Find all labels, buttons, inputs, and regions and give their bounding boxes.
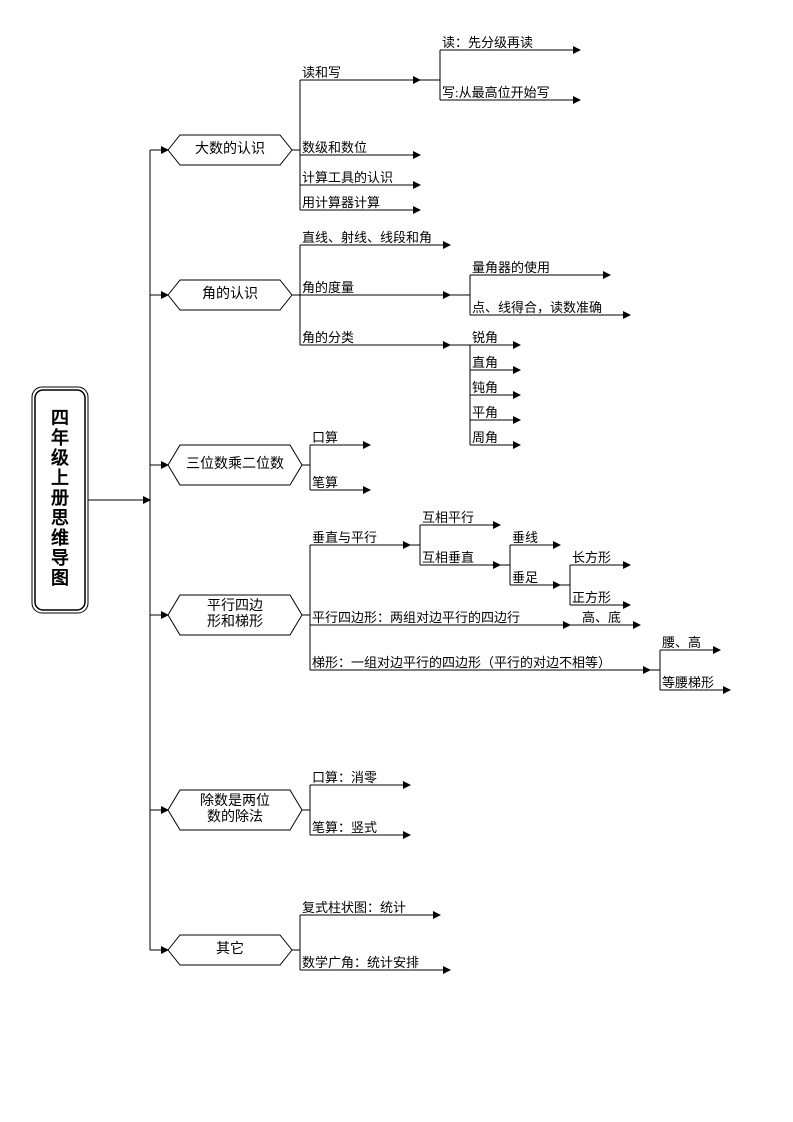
leaf-obtuse-label: 钝角 — [472, 380, 498, 395]
root-label: 维 — [51, 527, 69, 548]
root-label: 年 — [51, 427, 69, 448]
leaf-square-label: 正方形 — [572, 590, 611, 605]
root-label: 册 — [51, 488, 69, 508]
leaf-perp-line-label: 垂线 — [512, 530, 538, 545]
leaf-read-write-label: 读和写 — [302, 65, 341, 80]
node-angles-label: 角的认识 — [202, 286, 258, 302]
leaf-calculator-label: 用计算器计算 — [302, 195, 380, 210]
node-other-label: 其它 — [216, 940, 244, 957]
node-parallel-quad-label: 平行四边 — [207, 598, 263, 614]
leaf-point-line-label: 点、线得合，读数准确 — [472, 300, 602, 315]
leaf-acute-label: 锐角 — [472, 330, 498, 345]
root-label: 上 — [51, 468, 69, 488]
root-label: 图 — [51, 568, 69, 588]
leaf-trapezoid-label: 梯形：一组对边平行的四边形（平行的对边不相等） — [312, 655, 611, 670]
leaf-straight-label: 平角 — [472, 405, 498, 420]
root-label: 思 — [51, 508, 69, 528]
leaf-reflex-label: 周角 — [472, 430, 498, 445]
leaf-math-corner-label: 数学广角：统计安排 — [302, 955, 419, 970]
leaf-read-label: 读：先分级再读 — [442, 35, 533, 50]
leaf-right-label: 直角 — [472, 355, 498, 370]
leaf-angle-measure-label: 角的度量 — [302, 280, 354, 295]
node-multiply-label: 三位数乘二位数 — [186, 456, 284, 472]
node-big-numbers-label: 大数的认识 — [195, 141, 265, 157]
leaf-perp-foot-label: 垂足 — [512, 570, 538, 585]
root-label: 导 — [51, 548, 69, 568]
leaf-protractor-label: 量角器的使用 — [472, 260, 550, 275]
root-label: 四 — [51, 408, 69, 428]
leaf-mutual-parallel-label: 互相平行 — [422, 510, 474, 525]
leaf-digit-place-label: 数级和数位 — [302, 140, 367, 155]
leaf-perp-parallel-label: 垂直与平行 — [312, 530, 377, 545]
leaf-angle-class-label: 角的分类 — [302, 330, 354, 345]
leaf-mutual-perp-label: 互相垂直 — [422, 550, 474, 565]
leaf-height-base-label: 高、底 — [582, 610, 621, 625]
node-division-label: 数的除法 — [207, 809, 263, 825]
leaf-write-label: 写:从最高位开始写 — [442, 85, 550, 100]
leaf-written-label: 笔算 — [312, 475, 338, 490]
leaf-div-mental-label: 口算：消零 — [312, 770, 377, 785]
leaf-parallelogram-label: 平行四边形：两组对边平行的四边行 — [312, 610, 520, 625]
leaf-rect-label: 长方形 — [572, 550, 611, 565]
leaf-calc-tool-label: 计算工具的认识 — [302, 170, 393, 185]
leaf-line-ray-label: 直线、射线、线段和角 — [302, 230, 432, 245]
root-label: 级 — [51, 447, 70, 468]
leaf-mental-label: 口算 — [312, 430, 338, 445]
leaf-isosceles-label: 等腰梯形 — [662, 675, 714, 690]
leaf-div-written-label: 笔算：竖式 — [312, 820, 377, 835]
leaf-waist-height-label: 腰、高 — [662, 635, 701, 650]
node-division-label: 除数是两位 — [200, 793, 270, 809]
leaf-bar-chart-label: 复式柱状图：统计 — [302, 900, 406, 915]
node-parallel-quad-label: 形和梯形 — [207, 614, 263, 630]
mindmap-diagram: 四年级上册思维导图 大数的认识 读和写 读：先分级再读写:从最高位开始写数级和数位计算… — [0, 0, 793, 1122]
